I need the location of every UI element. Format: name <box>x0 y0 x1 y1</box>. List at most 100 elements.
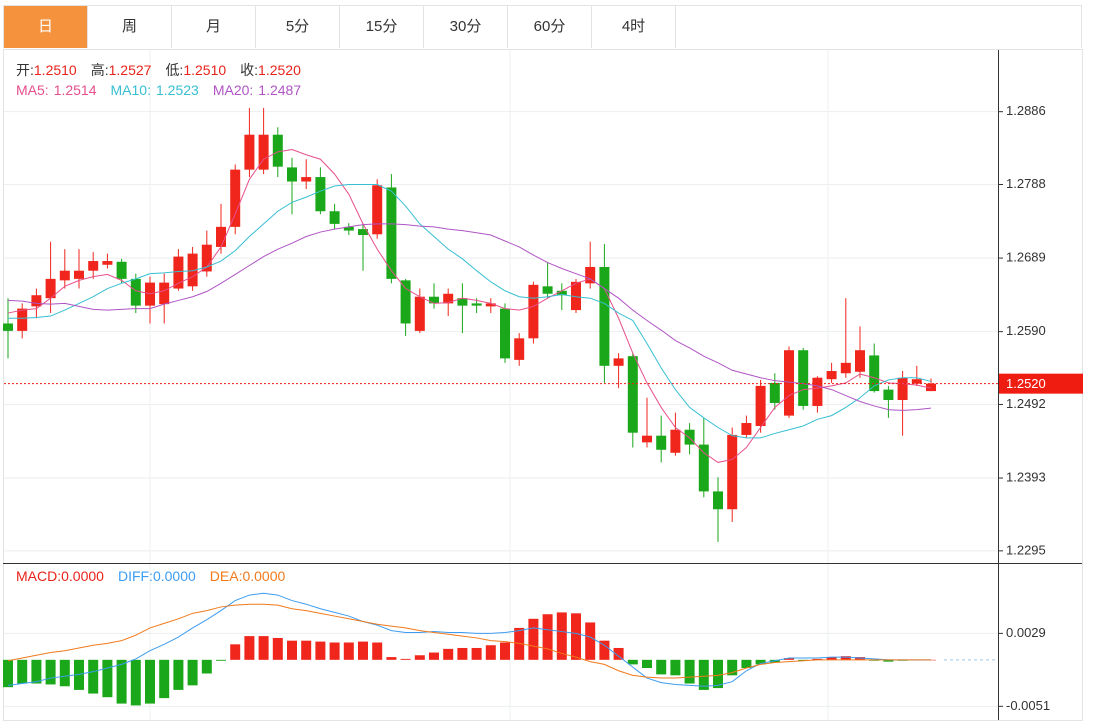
legend-name: MA20: <box>212 82 254 98</box>
macd-bar <box>542 614 553 660</box>
macd-bar <box>713 659 723 689</box>
candle-body <box>372 185 383 235</box>
candle-body <box>301 177 312 182</box>
candle-body <box>613 358 624 366</box>
legend-value: 1.2523 <box>155 82 199 98</box>
y-tick-label: 1.2492 <box>1006 396 1046 411</box>
candle-body <box>926 383 936 392</box>
candle-body <box>798 350 809 406</box>
period-tab[interactable]: 日 <box>4 6 88 48</box>
candle-body <box>642 435 652 443</box>
macd-bar <box>31 659 42 684</box>
macd-bar <box>102 659 113 698</box>
candle-body <box>812 377 823 406</box>
candle-body <box>755 385 766 427</box>
legend-name: MA10: <box>110 82 151 98</box>
candle-body <box>514 338 525 360</box>
candle-body <box>485 303 496 307</box>
candle-body <box>230 169 241 227</box>
info-value: 1.2520 <box>258 62 301 78</box>
macd-bar <box>755 659 766 665</box>
candle-body <box>102 261 113 265</box>
macd-bar <box>216 659 226 661</box>
candle-body <box>258 134 269 170</box>
candle-body <box>741 423 752 435</box>
period-tab[interactable]: 周 <box>88 6 172 48</box>
macd-bar <box>599 640 610 660</box>
indicator-line <box>7 603 931 679</box>
ma-legend: MA5: 1.2514 MA10: 1.2523 MA20: 1.2487 <box>16 82 315 98</box>
macd-bar <box>556 612 567 660</box>
y-tick-label: 0.0029 <box>1006 625 1046 640</box>
candle-body <box>429 296 439 304</box>
macd-bar <box>272 637 283 660</box>
period-tab[interactable]: 30分 <box>424 6 508 48</box>
candle-body <box>840 362 851 374</box>
macd-bar <box>17 659 28 684</box>
macd-bar <box>386 657 397 660</box>
candle-body <box>414 296 425 331</box>
candle-body <box>315 177 326 212</box>
legend-name: DEA: <box>209 568 243 584</box>
period-tab[interactable]: 15分 <box>340 6 424 48</box>
macd-bar <box>443 648 454 660</box>
candle-body <box>31 295 42 307</box>
candle-body <box>869 355 880 392</box>
info-label: 低: <box>165 62 184 78</box>
info-label: 高: <box>90 62 109 78</box>
macd-bar <box>329 642 340 660</box>
candle-body <box>627 356 638 433</box>
macd-bar <box>500 642 510 660</box>
macd-bar <box>230 644 241 660</box>
macd-bar <box>627 659 638 665</box>
legend-value: 1.2514 <box>53 82 97 98</box>
macd-bar <box>315 641 326 660</box>
candle-body <box>698 444 709 492</box>
info-value: 1.2510 <box>33 62 77 78</box>
period-tab[interactable]: 60分 <box>508 6 592 48</box>
macd-bar <box>485 645 496 660</box>
macd-bar <box>116 659 127 704</box>
candle-body <box>173 256 184 289</box>
period-tab[interactable]: 4时 <box>592 6 676 48</box>
period-tab[interactable]: 5分 <box>256 6 340 48</box>
candle-body <box>116 261 127 279</box>
last-price-label: 1.2520 <box>1006 376 1046 391</box>
y-tick-label: 1.2295 <box>1006 542 1046 557</box>
candle-body <box>74 270 84 279</box>
macd-bar <box>145 659 155 704</box>
y-tick-label: 1.2393 <box>1006 469 1046 484</box>
macd-bar <box>187 659 198 686</box>
macd-bar <box>642 659 652 669</box>
macd-bar <box>528 618 539 660</box>
legend-name: MACD: <box>16 568 62 584</box>
candle-body <box>599 266 610 366</box>
candle-body <box>769 382 780 403</box>
candle-body <box>713 491 723 510</box>
macd-bar <box>429 652 439 660</box>
y-tick-label: -0.0051 <box>1006 698 1050 713</box>
info-label: 开: <box>16 62 34 78</box>
macd-bar <box>201 659 212 674</box>
period-tab[interactable]: 月 <box>172 6 256 48</box>
candle-body <box>684 429 695 445</box>
macd-bar <box>244 636 255 660</box>
candle-body <box>855 350 865 372</box>
macd-bar <box>400 658 411 660</box>
candle-body <box>3 323 13 331</box>
macd-bar <box>258 636 269 660</box>
price-panel: 1.2886 1.2788 1.2689 1.2590 1.2492 1.2393 1.22… <box>3 103 1083 557</box>
y-tick-label: 1.2689 <box>1006 250 1046 265</box>
y-tick-label: 1.2788 <box>1006 176 1046 191</box>
candle-body <box>358 229 368 236</box>
macd-bar <box>173 659 184 690</box>
candle-body <box>59 270 70 281</box>
candle-body <box>528 284 539 339</box>
macd-bar <box>585 622 596 660</box>
candle-body <box>457 298 468 306</box>
candle-body <box>471 303 482 306</box>
candle-body <box>130 278 141 306</box>
macd-bar <box>698 659 709 690</box>
